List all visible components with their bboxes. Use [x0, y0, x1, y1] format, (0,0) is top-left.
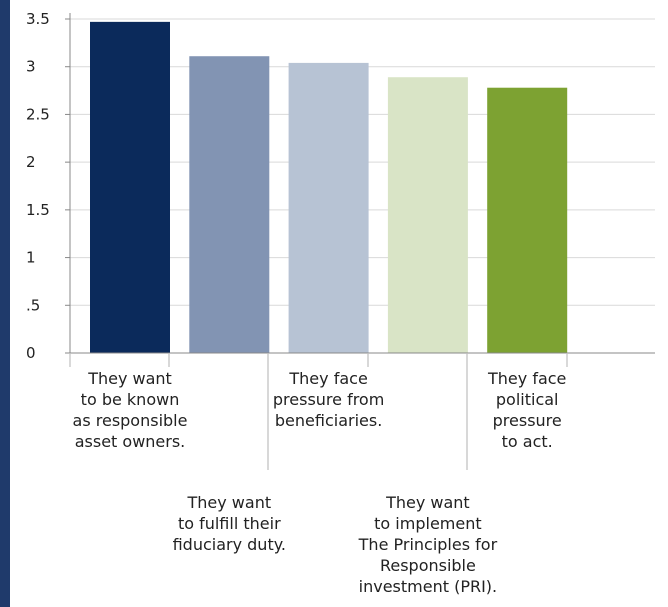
x-category-label-line: pressure from [273, 390, 384, 409]
x-category-label-line: They want [87, 369, 172, 388]
left-border-rule [0, 0, 10, 607]
x-category-label-line: to fulfill their [178, 514, 281, 533]
x-category-label-line: to be known [81, 390, 180, 409]
y-tick-label: 3.5 [26, 10, 50, 28]
x-category-label: They want to be known as responsible asset … [73, 369, 188, 451]
x-category-label-line: The Principles for [358, 535, 498, 554]
x-category-label: They want to fulfill their fiduciary duty. [173, 493, 286, 554]
y-tick-label: 2.5 [26, 105, 50, 123]
y-tick-label: .5 [26, 296, 40, 314]
x-category-label-line: fiduciary duty. [173, 535, 286, 554]
x-category-label-line: Responsible [380, 556, 476, 575]
x-category-label-line: investment (PRI). [359, 577, 498, 596]
y-tick-label: 1 [26, 249, 36, 267]
x-category-label-line: They face [487, 369, 566, 388]
bar [487, 87, 568, 354]
x-category-label-line: asset owners. [75, 432, 186, 451]
x-category-label-line: They want [385, 493, 470, 512]
x-category-label-line: They face [288, 369, 367, 388]
bar [189, 56, 270, 354]
x-category-label-line: to implement [374, 514, 481, 533]
x-category-label-line: political [496, 390, 559, 409]
y-tick-label: 0 [26, 344, 36, 362]
y-tick-label: 3 [26, 58, 36, 76]
y-tick-label: 2 [26, 153, 36, 171]
x-category-label-line: to act. [502, 432, 553, 451]
y-tick-label: 1.5 [26, 201, 50, 219]
x-category-label-line: as responsible [73, 411, 188, 430]
x-category-label-line: beneficiaries. [275, 411, 382, 430]
x-category-label-line: pressure [493, 411, 562, 430]
bar [288, 62, 369, 353]
bar [90, 21, 170, 354]
x-category-label: They face political pressure to act. [487, 369, 566, 451]
x-category-label: They want to implement The Principles for R… [358, 493, 498, 596]
x-category-label-line: They want [186, 493, 271, 512]
bar [387, 77, 468, 353]
x-category-label: They face pressure from beneficiaries. [273, 369, 384, 430]
